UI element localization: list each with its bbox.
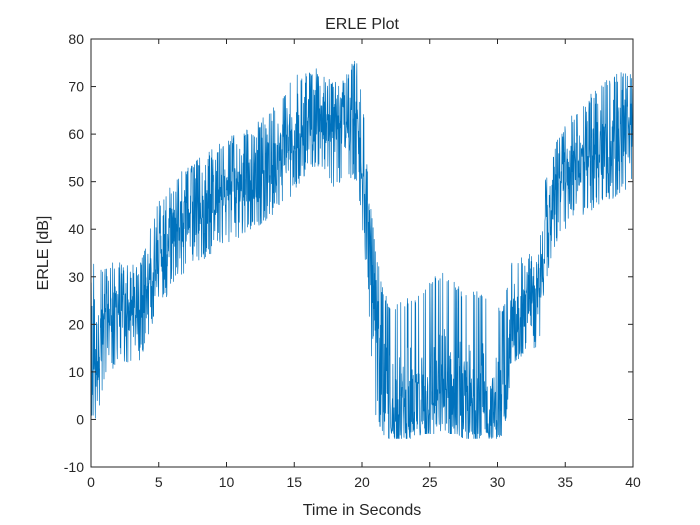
plot-area bbox=[90, 60, 634, 439]
chart-title: ERLE Plot bbox=[325, 16, 399, 33]
x-tick-label: 25 bbox=[422, 474, 438, 490]
x-tick-label: 40 bbox=[625, 474, 641, 490]
axes-background bbox=[91, 39, 633, 467]
x-axis: 0 5 10 15 20 25 30 35 40 bbox=[87, 39, 641, 490]
x-tick-label: 20 bbox=[354, 474, 370, 490]
x-tick-label: 5 bbox=[155, 474, 163, 490]
erle-series-line bbox=[90, 60, 634, 439]
y-tick-label: 50 bbox=[68, 174, 84, 190]
y-tick-label: 0 bbox=[76, 411, 84, 427]
y-tick-label: 20 bbox=[68, 316, 84, 332]
y-tick-label: 30 bbox=[68, 269, 84, 285]
x-tick-label: 30 bbox=[490, 474, 506, 490]
y-axis: -10 0 10 20 30 40 50 60 70 80 bbox=[64, 31, 633, 475]
y-tick-label: -10 bbox=[64, 459, 84, 475]
x-tick-label: 35 bbox=[557, 474, 573, 490]
x-tick-label: 10 bbox=[219, 474, 235, 490]
y-tick-label: 10 bbox=[68, 364, 84, 380]
y-tick-label: 80 bbox=[68, 31, 84, 47]
y-tick-label: 60 bbox=[68, 126, 84, 142]
y-axis-label: ERLE [dB] bbox=[35, 216, 52, 291]
y-tick-label: 70 bbox=[68, 79, 84, 95]
x-tick-label: 0 bbox=[87, 474, 95, 490]
x-axis-label: Time in Seconds bbox=[303, 502, 422, 519]
y-tick-label: 40 bbox=[68, 221, 84, 237]
x-tick-label: 15 bbox=[286, 474, 302, 490]
